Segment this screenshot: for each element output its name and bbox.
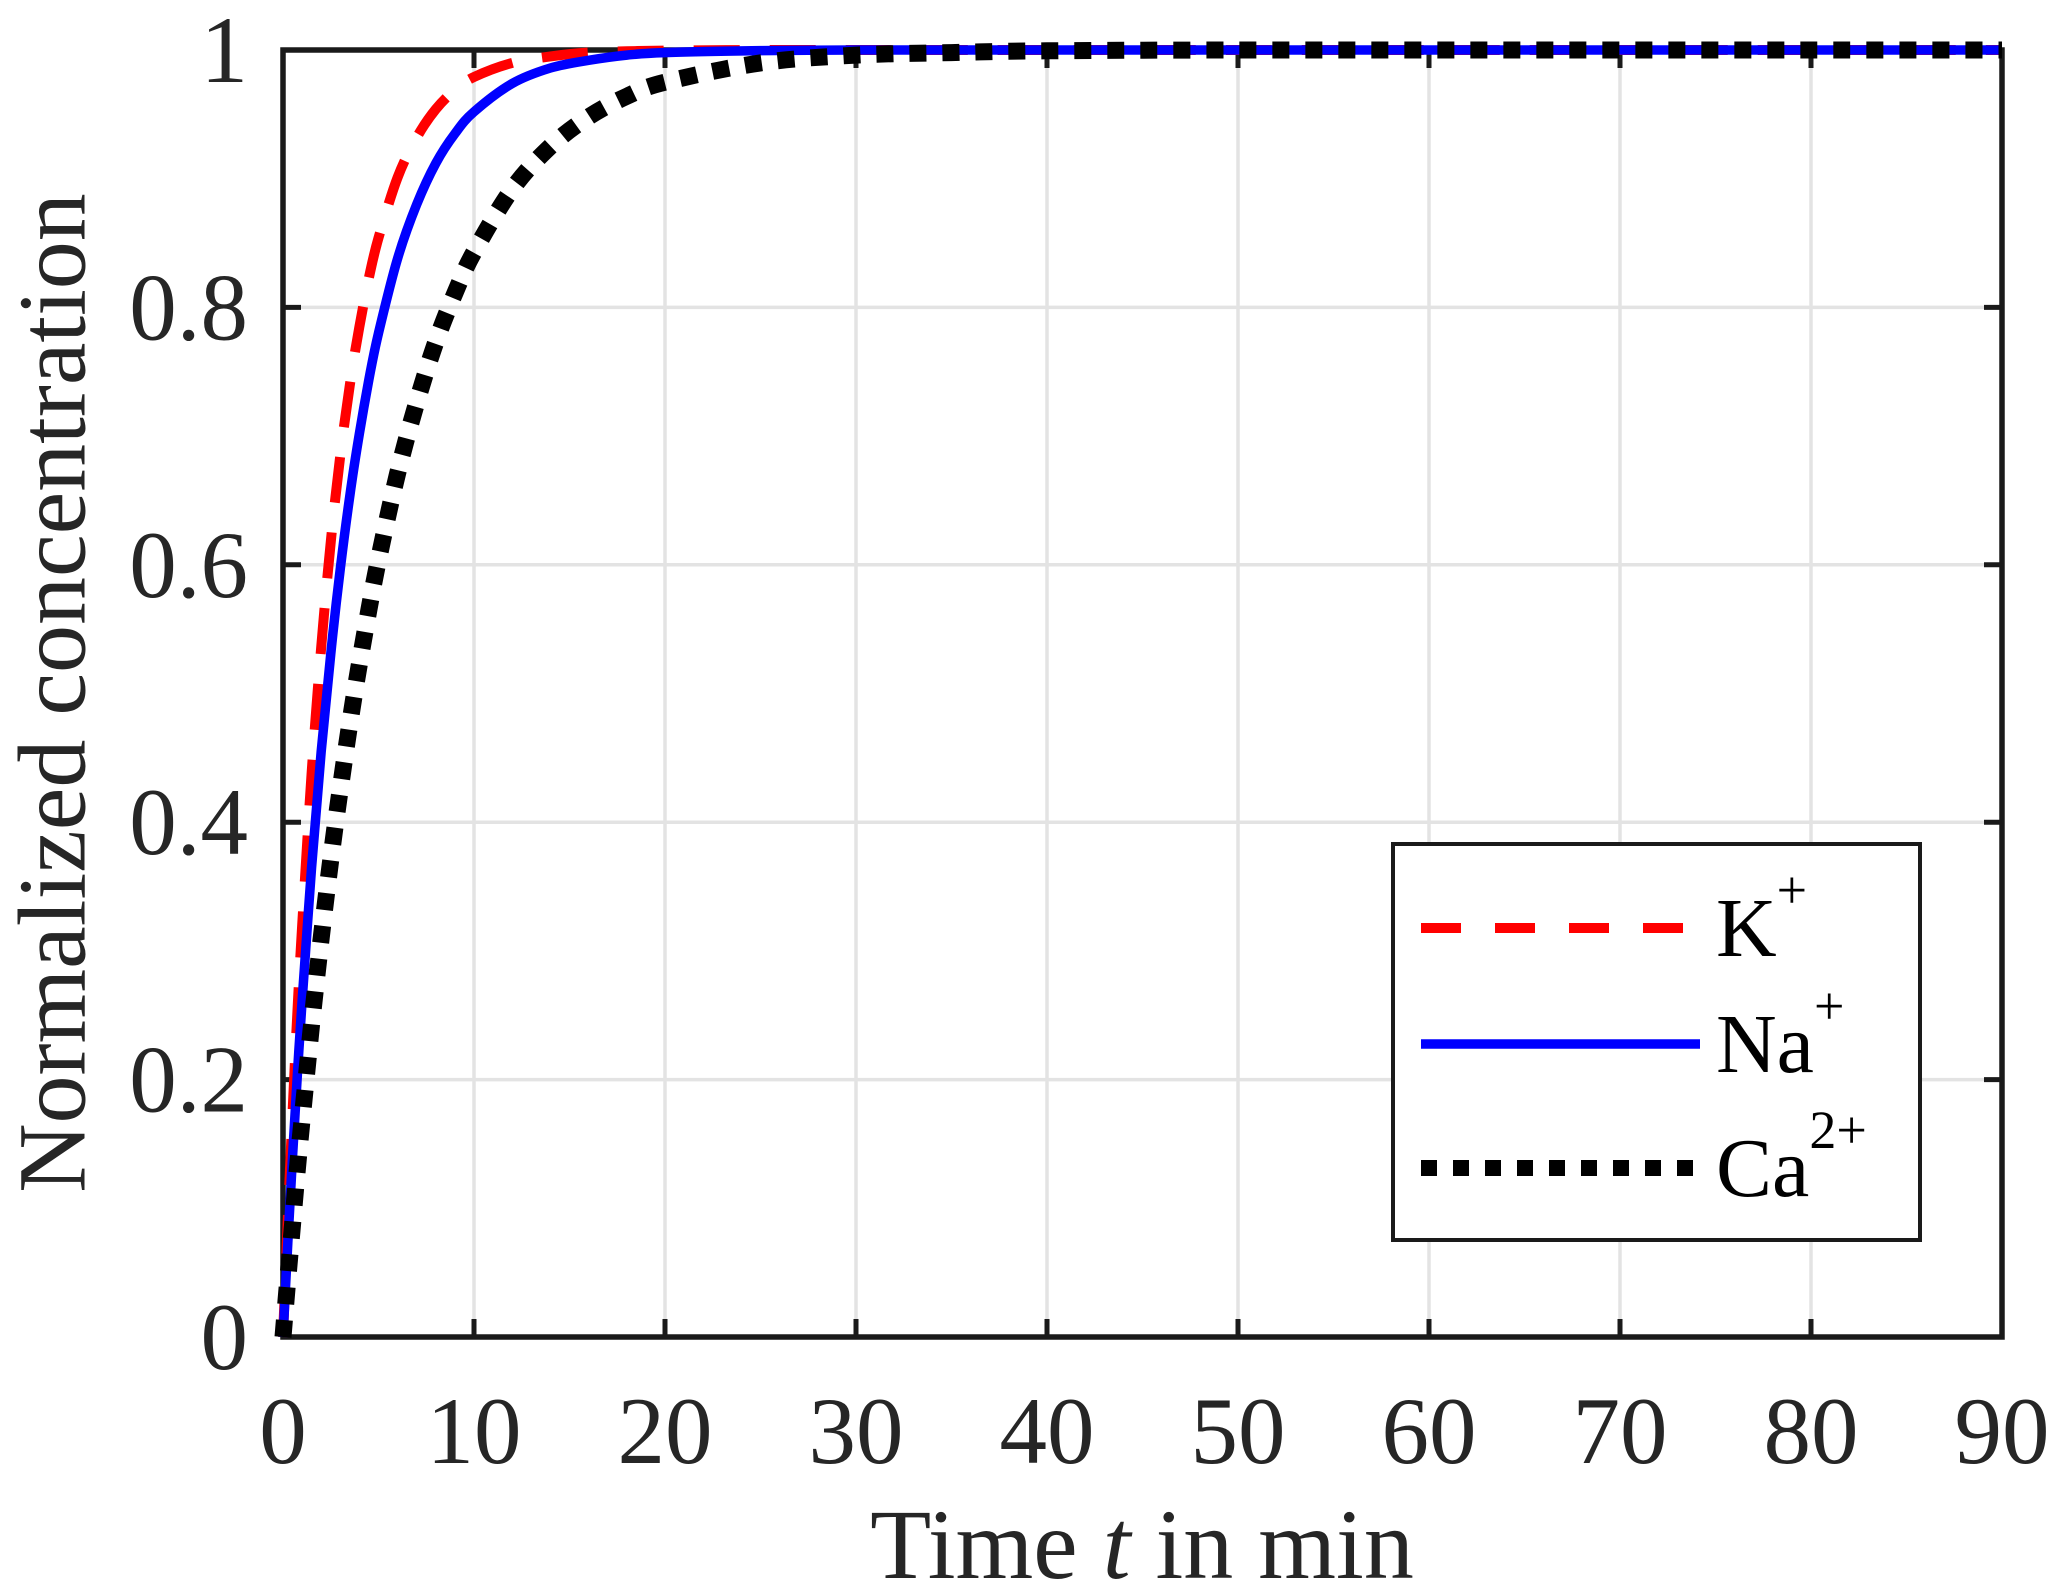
legend-label-base: K: [1716, 882, 1777, 975]
y-tick-label: 0: [201, 1284, 249, 1390]
x-tick-label: 50: [1191, 1378, 1286, 1484]
legend-label-superscript: +: [1814, 976, 1844, 1036]
x-tick-label: 70: [1573, 1378, 1668, 1484]
x-tick-label: 90: [1955, 1378, 2050, 1484]
legend-label-K+: K+: [1716, 860, 1807, 975]
legend-label-Na+: Na+: [1716, 976, 1844, 1091]
x-tick-label: 0: [259, 1378, 307, 1484]
gridlines: [283, 50, 2002, 1337]
series-line-Ca2+: [274, 41, 2002, 1338]
tick-labels: 0 10 20 30 40 50 60 70 80 90 0 0.2 0.4 0.6 0.8 1: [129, 0, 2049, 1484]
x-axis-label-variable: t: [1103, 1489, 1133, 1593]
x-tick-label: 20: [618, 1378, 713, 1484]
x-tick-label: 80: [1764, 1378, 1859, 1484]
x-tick-label: 10: [427, 1378, 522, 1484]
series-curves: [274, 41, 2002, 1338]
legend: K+Na+Ca2+: [1391, 842, 1922, 1242]
x-axis-label-pre: Time: [870, 1489, 1103, 1593]
y-tick-label: 1: [201, 0, 249, 103]
x-axis-label: Time t in min: [870, 1489, 1414, 1593]
y-tick-label: 0.6: [129, 512, 248, 618]
legend-label-superscript: +: [1777, 860, 1807, 920]
y-tick-label: 0.4: [129, 769, 248, 875]
legend-label-base: Ca: [1716, 1122, 1809, 1215]
x-tick-label: 30: [809, 1378, 904, 1484]
series-line-Na+: [278, 45, 2002, 1338]
x-tick-label: 40: [1000, 1378, 1095, 1484]
plot-area: 0 10 20 30 40 50 60 70 80 9000.20.40.60.81K+Na+Ca…: [129, 0, 2049, 1484]
legend-label-base: Na: [1716, 998, 1814, 1091]
x-tick-label: 60: [1382, 1378, 1477, 1484]
y-axis-label: Normalized concentration: [0, 193, 106, 1193]
legend-label-superscript: 2+: [1809, 1100, 1866, 1160]
y-tick-label: 0.2: [129, 1027, 248, 1133]
legend-label-Ca2+: Ca2+: [1716, 1100, 1867, 1215]
x-axis-label-post: in min: [1155, 1489, 1413, 1593]
y-tick-label: 0.8: [129, 254, 248, 360]
